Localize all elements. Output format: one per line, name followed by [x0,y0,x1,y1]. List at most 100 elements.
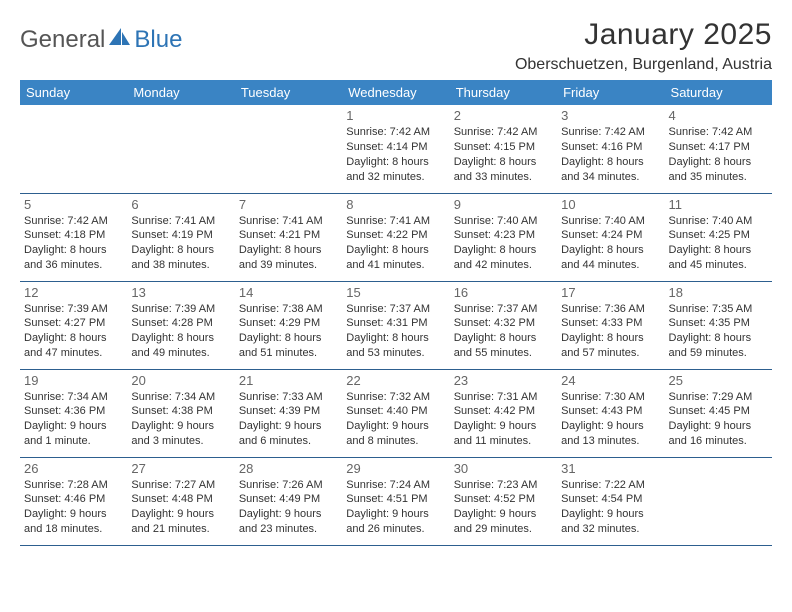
sunrise-line: Sunrise: 7:36 AM [561,302,660,317]
sunset-line: Sunset: 4:29 PM [239,316,338,331]
day-number: 6 [131,197,230,212]
daylight-line: Daylight: 8 hours and 42 minutes. [454,243,553,273]
day-header: Thursday [450,80,557,105]
sunrise-line: Sunrise: 7:41 AM [131,214,230,229]
daylight-line: Daylight: 8 hours and 51 minutes. [239,331,338,361]
daylight-line: Daylight: 8 hours and 36 minutes. [24,243,123,273]
daylight-line: Daylight: 8 hours and 44 minutes. [561,243,660,273]
sunset-line: Sunset: 4:21 PM [239,228,338,243]
day-header: Sunday [20,80,127,105]
daylight-line: Daylight: 8 hours and 35 minutes. [669,155,768,185]
daylight-line: Daylight: 9 hours and 29 minutes. [454,507,553,537]
daylight-line: Daylight: 8 hours and 47 minutes. [24,331,123,361]
sunrise-line: Sunrise: 7:34 AM [24,390,123,405]
daylight-line: Daylight: 9 hours and 3 minutes. [131,419,230,449]
sunrise-line: Sunrise: 7:42 AM [454,125,553,140]
calendar-day-cell: 12Sunrise: 7:39 AMSunset: 4:27 PMDayligh… [20,281,127,369]
daylight-line: Daylight: 9 hours and 8 minutes. [346,419,445,449]
sunset-line: Sunset: 4:48 PM [131,492,230,507]
calendar-day-cell [665,457,772,545]
calendar-day-cell: 11Sunrise: 7:40 AMSunset: 4:25 PMDayligh… [665,193,772,281]
calendar-day-cell: 2Sunrise: 7:42 AMSunset: 4:15 PMDaylight… [450,105,557,193]
sunrise-line: Sunrise: 7:24 AM [346,478,445,493]
day-number: 17 [561,285,660,300]
daylight-line: Daylight: 9 hours and 16 minutes. [669,419,768,449]
sunrise-line: Sunrise: 7:42 AM [669,125,768,140]
logo-text-general: General [20,26,105,54]
day-number: 1 [346,108,445,123]
daylight-line: Daylight: 9 hours and 1 minute. [24,419,123,449]
sunset-line: Sunset: 4:25 PM [669,228,768,243]
sunrise-line: Sunrise: 7:29 AM [669,390,768,405]
day-number: 8 [346,197,445,212]
calendar-day-cell: 27Sunrise: 7:27 AMSunset: 4:48 PMDayligh… [127,457,234,545]
calendar-page: General Blue January 2025 Oberschuetzen,… [0,0,792,556]
calendar-body: 1Sunrise: 7:42 AMSunset: 4:14 PMDaylight… [20,105,772,545]
logo: General Blue [20,18,182,54]
daylight-line: Daylight: 9 hours and 32 minutes. [561,507,660,537]
daylight-line: Daylight: 8 hours and 41 minutes. [346,243,445,273]
calendar-week-row: 19Sunrise: 7:34 AMSunset: 4:36 PMDayligh… [20,369,772,457]
day-number: 28 [239,461,338,476]
sunset-line: Sunset: 4:15 PM [454,140,553,155]
sunset-line: Sunset: 4:27 PM [24,316,123,331]
day-number: 24 [561,373,660,388]
calendar-day-cell: 18Sunrise: 7:35 AMSunset: 4:35 PMDayligh… [665,281,772,369]
calendar-day-cell: 28Sunrise: 7:26 AMSunset: 4:49 PMDayligh… [235,457,342,545]
sunrise-line: Sunrise: 7:42 AM [561,125,660,140]
daylight-line: Daylight: 9 hours and 18 minutes. [24,507,123,537]
calendar-day-cell: 24Sunrise: 7:30 AMSunset: 4:43 PMDayligh… [557,369,664,457]
sunrise-line: Sunrise: 7:42 AM [24,214,123,229]
day-number: 22 [346,373,445,388]
daylight-line: Daylight: 9 hours and 23 minutes. [239,507,338,537]
sunrise-line: Sunrise: 7:37 AM [346,302,445,317]
logo-sail-icon [109,28,131,51]
calendar-day-cell: 16Sunrise: 7:37 AMSunset: 4:32 PMDayligh… [450,281,557,369]
daylight-line: Daylight: 9 hours and 6 minutes. [239,419,338,449]
calendar-day-cell: 30Sunrise: 7:23 AMSunset: 4:52 PMDayligh… [450,457,557,545]
sunrise-line: Sunrise: 7:41 AM [239,214,338,229]
calendar-day-cell: 17Sunrise: 7:36 AMSunset: 4:33 PMDayligh… [557,281,664,369]
sunrise-line: Sunrise: 7:40 AM [669,214,768,229]
sunrise-line: Sunrise: 7:42 AM [346,125,445,140]
day-number: 10 [561,197,660,212]
day-header: Friday [557,80,664,105]
day-number: 29 [346,461,445,476]
sunset-line: Sunset: 4:38 PM [131,404,230,419]
daylight-line: Daylight: 8 hours and 53 minutes. [346,331,445,361]
calendar-week-row: 1Sunrise: 7:42 AMSunset: 4:14 PMDaylight… [20,105,772,193]
day-number: 27 [131,461,230,476]
day-header: Saturday [665,80,772,105]
calendar-day-cell: 10Sunrise: 7:40 AMSunset: 4:24 PMDayligh… [557,193,664,281]
sunset-line: Sunset: 4:23 PM [454,228,553,243]
day-number: 4 [669,108,768,123]
calendar-day-cell: 15Sunrise: 7:37 AMSunset: 4:31 PMDayligh… [342,281,449,369]
calendar-day-cell [20,105,127,193]
sunrise-line: Sunrise: 7:41 AM [346,214,445,229]
calendar-day-cell: 3Sunrise: 7:42 AMSunset: 4:16 PMDaylight… [557,105,664,193]
day-number: 25 [669,373,768,388]
daylight-line: Daylight: 8 hours and 39 minutes. [239,243,338,273]
calendar-day-cell: 26Sunrise: 7:28 AMSunset: 4:46 PMDayligh… [20,457,127,545]
sunset-line: Sunset: 4:52 PM [454,492,553,507]
calendar-day-cell: 23Sunrise: 7:31 AMSunset: 4:42 PMDayligh… [450,369,557,457]
calendar-day-cell: 6Sunrise: 7:41 AMSunset: 4:19 PMDaylight… [127,193,234,281]
day-number: 21 [239,373,338,388]
day-number: 31 [561,461,660,476]
day-number: 30 [454,461,553,476]
sunrise-line: Sunrise: 7:30 AM [561,390,660,405]
day-number: 5 [24,197,123,212]
sunrise-line: Sunrise: 7:33 AM [239,390,338,405]
day-number: 26 [24,461,123,476]
sunrise-line: Sunrise: 7:34 AM [131,390,230,405]
sunset-line: Sunset: 4:43 PM [561,404,660,419]
daylight-line: Daylight: 8 hours and 33 minutes. [454,155,553,185]
sunset-line: Sunset: 4:32 PM [454,316,553,331]
sunrise-line: Sunrise: 7:40 AM [561,214,660,229]
sunset-line: Sunset: 4:19 PM [131,228,230,243]
sunset-line: Sunset: 4:14 PM [346,140,445,155]
location-subtitle: Oberschuetzen, Burgenland, Austria [515,56,772,74]
day-number: 3 [561,108,660,123]
calendar-week-row: 26Sunrise: 7:28 AMSunset: 4:46 PMDayligh… [20,457,772,545]
sunrise-line: Sunrise: 7:39 AM [131,302,230,317]
